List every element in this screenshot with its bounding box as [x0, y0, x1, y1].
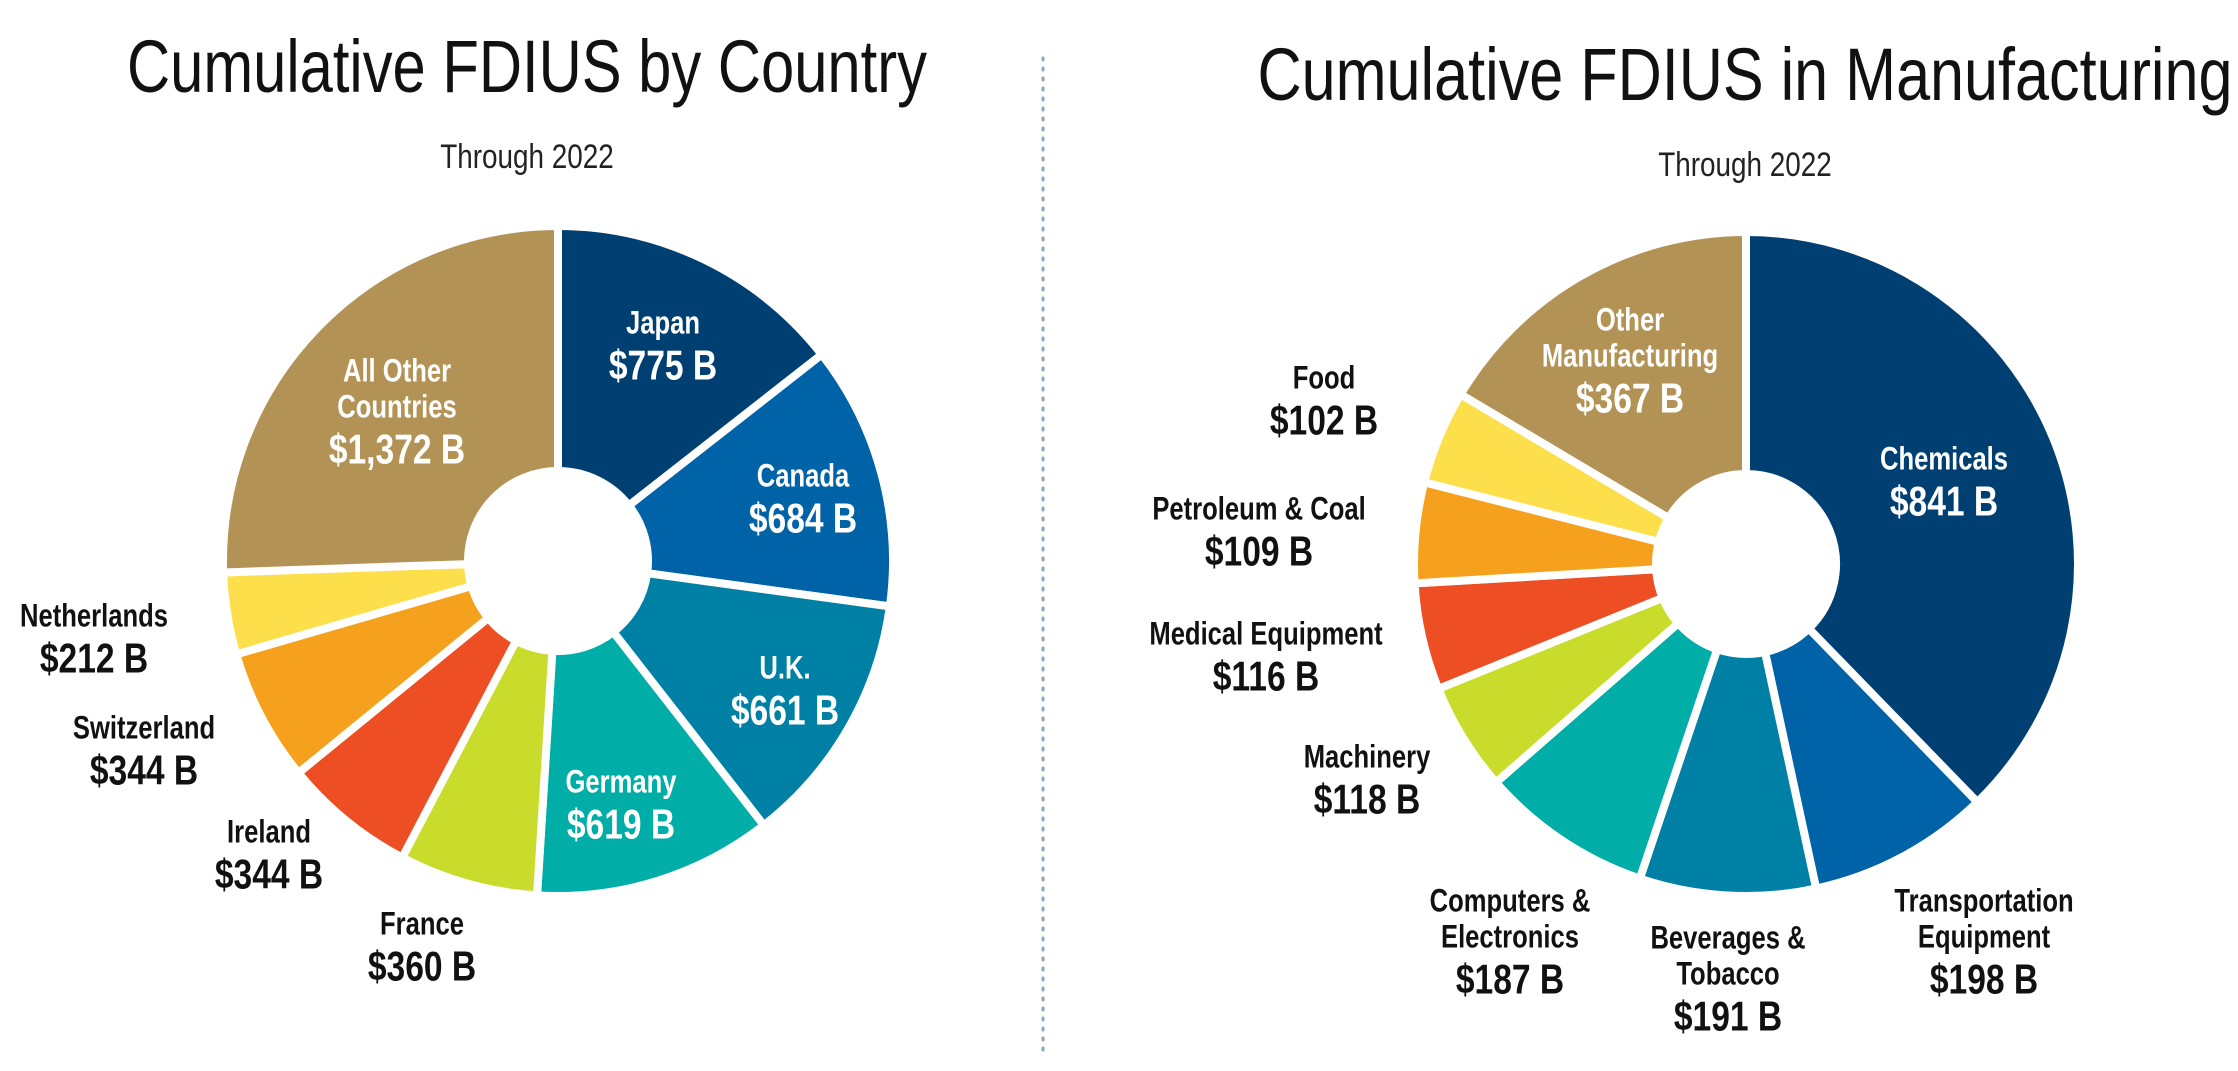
category-name: Petroleum & Coal	[1152, 490, 1366, 527]
value-label: $344 B	[214, 850, 324, 898]
slice-label: France $360 B	[367, 905, 477, 990]
category-name: Germany	[565, 763, 677, 800]
category-name: Other Manufacturing	[1541, 301, 1719, 374]
slice-label: All Other Countries $1,372 B	[321, 352, 473, 473]
value-label: $118 B	[1313, 775, 1421, 823]
slice-label: Beverages & Tobacco $191 B	[1640, 919, 1816, 1040]
value-label: $212 B	[39, 634, 149, 682]
slice-label: Other Manufacturing $367 B	[1530, 301, 1730, 422]
slice	[1456, 228, 1750, 523]
category-name: U.K.	[759, 649, 811, 686]
category-name: Ireland	[227, 813, 311, 850]
slice-label: Chemicals $841 B	[1879, 440, 2009, 525]
category-name: Canada	[756, 457, 850, 494]
slice-label: Ireland $344 B	[214, 813, 324, 898]
slice-label: Medical Equipment $116 B	[1149, 615, 1383, 700]
slice-label: Food $102 B	[1269, 359, 1379, 444]
slice-label: Japan $775 B	[608, 304, 718, 389]
category-name: All Other Countries	[337, 352, 457, 425]
slice	[609, 569, 894, 830]
slice	[398, 636, 557, 900]
chart-subtitle: Through 2022	[1658, 145, 1832, 183]
category-name: Beverages & Tobacco	[1650, 919, 1806, 992]
slice	[1742, 228, 2082, 807]
value-label: $116 B	[1212, 652, 1320, 700]
slice-label: Transportation Equipment $198 B	[1872, 882, 2096, 1003]
category-name: Computers & Electronics	[1429, 882, 1591, 955]
slice	[533, 628, 768, 900]
category-name: Switzerland	[72, 709, 216, 746]
slice	[624, 350, 897, 611]
slice-label: Machinery $118 B	[1303, 738, 1431, 823]
chart-subtitle: Through 2022	[440, 137, 614, 175]
slice	[1491, 619, 1722, 883]
value-label: $1,372 B	[328, 425, 466, 473]
value-label: $344 B	[89, 746, 199, 794]
slice	[1635, 645, 1821, 900]
category-name: Transportation Equipment	[1894, 882, 2074, 955]
category-name: Medical Equipment	[1149, 615, 1383, 652]
slice	[1761, 624, 1982, 893]
category-name: Netherlands	[20, 597, 168, 634]
chart-title: Cumulative FDIUS by Country	[127, 25, 927, 108]
value-label: $109 B	[1204, 527, 1314, 575]
value-label: $360 B	[367, 942, 477, 990]
category-name: France	[380, 905, 464, 942]
category-name: Japan	[626, 304, 700, 341]
slice-label: Canada $684 B	[748, 457, 858, 542]
value-label: $191 B	[1673, 992, 1783, 1040]
chart-title: Cumulative FDIUS in Manufacturing	[1258, 33, 2233, 116]
value-label: $198 B	[1929, 955, 2039, 1003]
value-label: $619 B	[566, 800, 676, 848]
slice-label: U.K. $661 B	[730, 649, 840, 734]
value-label: $684 B	[748, 494, 858, 542]
slice	[554, 222, 826, 510]
value-label: $187 B	[1455, 955, 1565, 1003]
value-label: $102 B	[1269, 396, 1379, 444]
slice-label: Switzerland $344 B	[72, 709, 216, 794]
value-label: $775 B	[608, 341, 718, 389]
slice-label: Petroleum & Coal $109 B	[1152, 490, 1366, 575]
category-name: Machinery	[1303, 738, 1431, 775]
slice-label: Netherlands $212 B	[20, 597, 168, 682]
slice	[219, 222, 562, 577]
value-label: $841 B	[1889, 477, 1999, 525]
slice-label: Computers & Electronics $187 B	[1422, 882, 1598, 1003]
category-name: Chemicals	[1879, 440, 2009, 477]
slice-label: Germany $619 B	[565, 763, 677, 848]
value-label: $661 B	[730, 686, 840, 734]
value-label: $367 B	[1575, 374, 1685, 422]
category-name: Food	[1292, 359, 1356, 396]
